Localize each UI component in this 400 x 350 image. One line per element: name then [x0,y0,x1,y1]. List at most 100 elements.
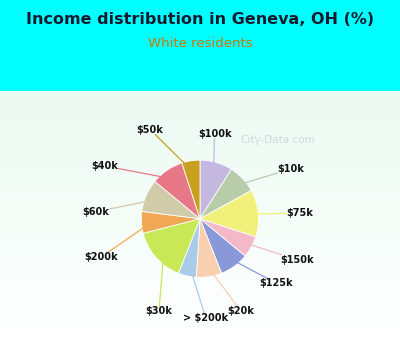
Bar [0,239,400,241]
Bar [0,171,400,174]
Text: $75k: $75k [248,208,313,218]
Wedge shape [200,219,245,273]
Bar [0,145,400,148]
Text: $20k: $20k [208,266,254,316]
Bar [0,298,400,301]
Text: City-Data.com: City-Data.com [240,135,315,145]
Bar [0,135,400,138]
Bar [0,249,400,252]
Text: $125k: $125k [228,258,293,288]
Bar [0,316,400,319]
Bar [0,169,400,171]
Bar [0,153,400,156]
Bar [0,332,400,335]
Bar [0,241,400,244]
Bar [0,143,400,145]
Bar [0,114,400,117]
Bar [0,296,400,298]
Wedge shape [141,211,200,233]
Bar [0,122,400,125]
Text: White residents: White residents [148,37,252,50]
Bar [0,91,400,93]
Text: $10k: $10k [235,164,304,186]
Bar [0,102,400,104]
Bar [0,288,400,290]
Bar [0,226,400,228]
Bar [0,132,400,135]
Bar [0,156,400,158]
Bar [0,345,400,348]
Wedge shape [142,181,200,219]
Text: $150k: $150k [242,242,314,265]
Text: $30k: $30k [146,251,172,316]
Bar [0,200,400,202]
Bar [0,184,400,187]
Bar [0,213,400,215]
Bar [0,290,400,293]
Bar [0,93,400,96]
Bar [0,272,400,275]
Bar [0,148,400,150]
Bar [0,138,400,140]
Wedge shape [200,169,251,219]
Bar [0,127,400,130]
Bar [0,246,400,249]
Bar [0,275,400,278]
Bar [0,176,400,179]
Bar [0,119,400,122]
Bar [0,106,400,109]
Bar [0,280,400,283]
Bar [0,270,400,272]
Bar [0,112,400,114]
Bar [0,140,400,143]
Bar [0,259,400,262]
Text: $200k: $200k [85,222,152,262]
Bar [0,340,400,342]
Bar [0,306,400,309]
Bar [0,182,400,184]
Bar [0,150,400,153]
Bar [0,99,400,101]
Bar [0,309,400,311]
Bar [0,324,400,327]
Bar [0,329,400,332]
Bar [0,233,400,236]
Text: $100k: $100k [198,129,232,173]
Bar [0,187,400,189]
Bar [0,337,400,340]
Bar [0,335,400,337]
Bar [0,252,400,254]
Bar [0,220,400,223]
Bar [0,189,400,192]
Bar [0,197,400,200]
Bar [0,283,400,285]
Bar [0,322,400,324]
Bar [0,301,400,303]
Bar [0,195,400,197]
Bar [0,208,400,210]
Bar [0,130,400,132]
Bar [0,158,400,161]
Text: $40k: $40k [92,161,173,179]
Bar [0,293,400,296]
Bar [0,166,400,169]
Bar [0,218,400,220]
Bar [0,215,400,218]
Bar [0,236,400,239]
Bar [0,104,400,106]
Bar [0,327,400,329]
Bar [0,262,400,265]
Wedge shape [143,219,200,273]
Text: $60k: $60k [82,199,156,217]
Bar [0,278,400,280]
Wedge shape [200,160,232,219]
Bar [0,285,400,288]
Bar [0,311,400,314]
Bar [0,192,400,195]
Bar [0,342,400,345]
Bar [0,244,400,246]
Bar [0,202,400,205]
Wedge shape [182,160,200,219]
Bar [0,174,400,176]
Wedge shape [200,219,256,256]
